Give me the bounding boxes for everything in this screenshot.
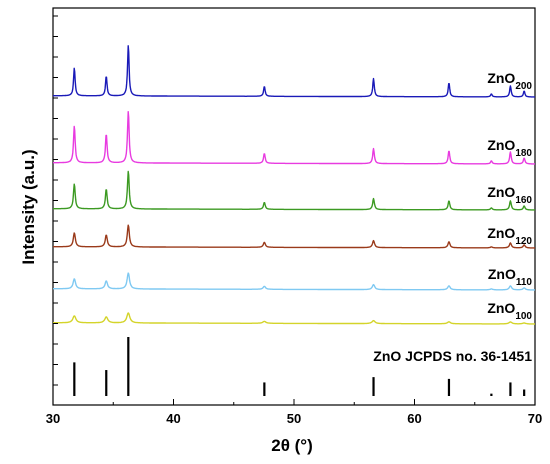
series-line-ZnO120 <box>52 224 536 249</box>
reference-pattern: ZnO JCPDS no. 36-1451 <box>73 337 532 396</box>
y-axis-title: Intensity (a.u.) <box>19 149 38 264</box>
series-line-ZnO100 <box>52 312 536 325</box>
series-label: ZnO120 <box>487 225 532 247</box>
series-line-ZnO110 <box>52 272 536 291</box>
x-axis-title: 2θ (°) <box>271 436 313 455</box>
series-group <box>52 45 536 325</box>
plot-border <box>52 7 536 406</box>
series-label: ZnO160 <box>487 184 532 206</box>
series-labels: ZnO100 ZnO110 ZnO120 ZnO160 ZnO180 ZnO200 <box>487 70 532 322</box>
plot-frame <box>52 7 536 406</box>
series-line-ZnO180 <box>52 110 536 165</box>
x-tick-label: 30 <box>46 411 60 426</box>
series-label: ZnO180 <box>487 137 532 159</box>
series-line-ZnO160 <box>52 170 536 211</box>
series-label: ZnO200 <box>487 70 532 92</box>
series-label: ZnO100 <box>487 300 532 322</box>
x-axis-ticks: 30 40 50 60 70 <box>46 399 542 426</box>
x-tick-label: 40 <box>166 411 180 426</box>
series-label: ZnO110 <box>488 266 533 288</box>
x-tick-label: 50 <box>287 411 301 426</box>
x-tick-label: 70 <box>528 411 542 426</box>
x-tick-label: 60 <box>407 411 421 426</box>
y-axis-ticks <box>53 15 58 386</box>
series-line-ZnO200 <box>52 45 536 98</box>
reference-label: ZnO JCPDS no. 36-1451 <box>373 348 532 364</box>
